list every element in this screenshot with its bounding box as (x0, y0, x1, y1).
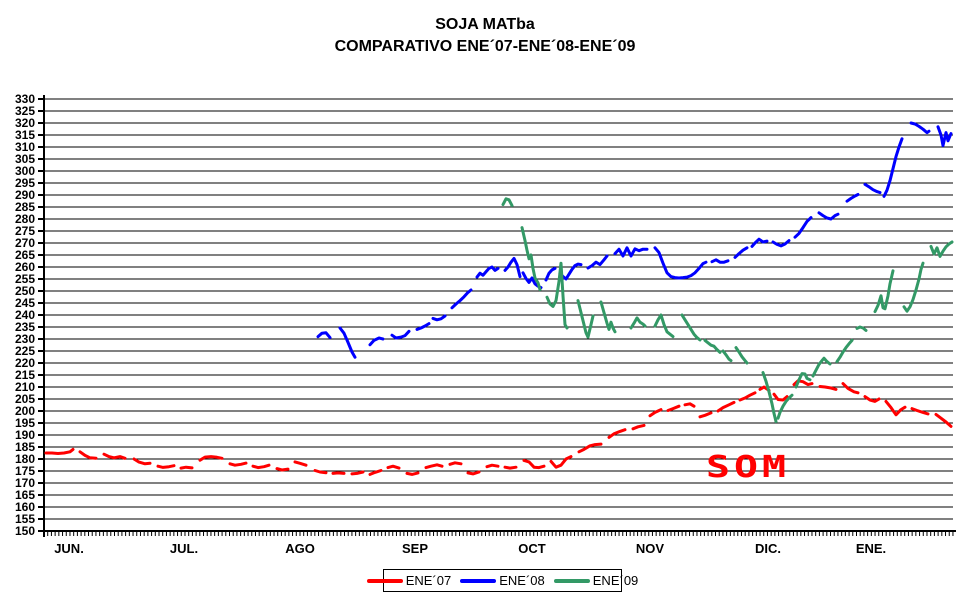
svg-text:255: 255 (15, 272, 35, 286)
svg-text:240: 240 (15, 308, 35, 322)
svg-text:290: 290 (15, 188, 35, 202)
legend-label-ene08: ENE´08 (499, 573, 545, 588)
svg-text:170: 170 (15, 476, 35, 490)
svg-text:265: 265 (15, 248, 35, 262)
svg-text:175: 175 (15, 464, 35, 478)
svg-text:285: 285 (15, 200, 35, 214)
som-logo: SOM (706, 450, 790, 485)
svg-text:NOV: NOV (636, 541, 665, 556)
svg-text:215: 215 (15, 368, 35, 382)
svg-text:280: 280 (15, 212, 35, 226)
legend-label-ene09: ENE´09 (592, 573, 639, 588)
svg-text:300: 300 (15, 164, 35, 178)
legend-item-ene09: ENE´09 (553, 573, 639, 588)
svg-text:155: 155 (15, 512, 35, 526)
svg-text:260: 260 (15, 260, 35, 274)
svg-text:295: 295 (15, 176, 35, 190)
svg-text:DIC.: DIC. (755, 541, 781, 556)
ene07-line-swatch (366, 578, 403, 583)
svg-text:AGO: AGO (285, 541, 315, 556)
svg-text:270: 270 (15, 236, 35, 250)
svg-text:190: 190 (15, 428, 35, 442)
svg-text:SEP: SEP (402, 541, 428, 556)
svg-text:320: 320 (15, 116, 35, 130)
svg-text:330: 330 (15, 92, 35, 106)
legend-item-ene07: ENE´07 (366, 573, 452, 588)
svg-text:245: 245 (15, 296, 35, 310)
svg-text:310: 310 (15, 140, 35, 154)
svg-text:JUN.: JUN. (54, 541, 84, 556)
svg-text:180: 180 (15, 452, 35, 466)
chart-subtitle: COMPARATIVO ENE´07-ENE´08-ENE´09 (334, 38, 636, 55)
svg-text:325: 325 (15, 104, 35, 118)
svg-text:315: 315 (15, 128, 35, 142)
chart-legend: ENE´07 ENE´08 ENE´09 (366, 569, 638, 592)
svg-text:225: 225 (15, 344, 35, 358)
svg-text:230: 230 (15, 332, 35, 346)
svg-text:160: 160 (15, 500, 35, 514)
svg-text:305: 305 (15, 152, 35, 166)
chart-title-block: SOJA MATba COMPARATIVO ENE´07-ENE´08-ENE… (0, 14, 970, 58)
legend-item-ene08: ENE´08 (460, 573, 545, 588)
svg-text:OCT: OCT (518, 541, 546, 556)
svg-text:200: 200 (15, 404, 35, 418)
svg-text:195: 195 (15, 416, 35, 430)
ene08-line-swatch (460, 578, 497, 583)
svg-text:185: 185 (15, 440, 35, 454)
svg-text:210: 210 (15, 380, 35, 394)
svg-text:205: 205 (15, 392, 35, 406)
svg-text:150: 150 (15, 524, 35, 538)
svg-text:235: 235 (15, 320, 35, 334)
chart-title: SOJA MATba (435, 16, 535, 33)
svg-text:220: 220 (15, 356, 35, 370)
svg-text:JUL.: JUL. (170, 541, 198, 556)
svg-text:250: 250 (15, 284, 35, 298)
svg-text:275: 275 (15, 224, 35, 238)
svg-text:ENE.: ENE. (856, 541, 886, 556)
legend-label-ene07: ENE´07 (405, 573, 452, 588)
ene09-line-swatch (553, 578, 590, 583)
svg-text:165: 165 (15, 488, 35, 502)
